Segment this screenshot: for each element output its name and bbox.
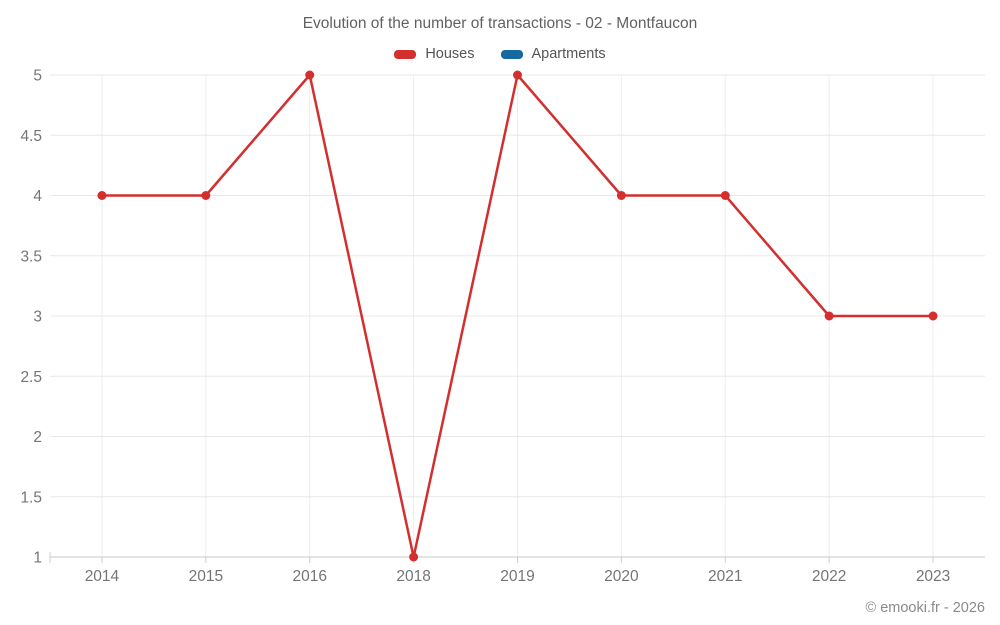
houses-point bbox=[409, 552, 419, 562]
houses-point bbox=[305, 70, 315, 80]
y-axis-label: 2.5 bbox=[20, 369, 42, 386]
x-axis-label: 2022 bbox=[812, 568, 846, 585]
houses-point bbox=[513, 70, 522, 80]
houses-point bbox=[201, 191, 211, 200]
houses-point bbox=[616, 191, 626, 200]
legend-label-apartments: Apartments bbox=[531, 46, 606, 62]
houses-point bbox=[928, 311, 938, 321]
houses-legend-swatch-icon bbox=[394, 49, 417, 59]
x-axis-label: 2018 bbox=[396, 568, 430, 585]
y-axis-label: 2 bbox=[33, 429, 42, 446]
houses-point bbox=[824, 311, 834, 321]
y-axis-label: 3.5 bbox=[20, 248, 42, 265]
y-axis-label: 1 bbox=[33, 550, 42, 567]
footer-credit: © emooki.fr - 2026 bbox=[865, 600, 985, 616]
y-axis-label: 5 bbox=[33, 68, 42, 85]
y-axis-label: 3 bbox=[33, 309, 42, 326]
legend: Houses Apartments bbox=[0, 46, 1000, 62]
page-title: Evolution of the number of transactions … bbox=[302, 15, 698, 32]
x-axis-label: 2014 bbox=[85, 568, 120, 585]
houses-point bbox=[97, 191, 107, 200]
houses-point bbox=[720, 191, 730, 200]
x-axis-label: 2016 bbox=[292, 568, 326, 585]
x-axis-label: 2021 bbox=[708, 568, 742, 585]
y-axis-label: 4.5 bbox=[20, 128, 42, 145]
legend-label-houses: Houses bbox=[425, 46, 475, 62]
x-axis-label: 2023 bbox=[916, 568, 950, 585]
x-axis-label: 2020 bbox=[604, 568, 639, 585]
x-axis-label: 2019 bbox=[500, 568, 534, 585]
apartments-legend-swatch-icon bbox=[500, 49, 523, 59]
legend-item-apartments[interactable]: Apartments bbox=[500, 46, 606, 62]
legend-item-houses[interactable]: Houses bbox=[394, 46, 475, 62]
y-axis-label: 1.5 bbox=[20, 489, 42, 506]
y-axis-label: 4 bbox=[33, 188, 42, 205]
x-axis-label: 2015 bbox=[189, 568, 223, 585]
